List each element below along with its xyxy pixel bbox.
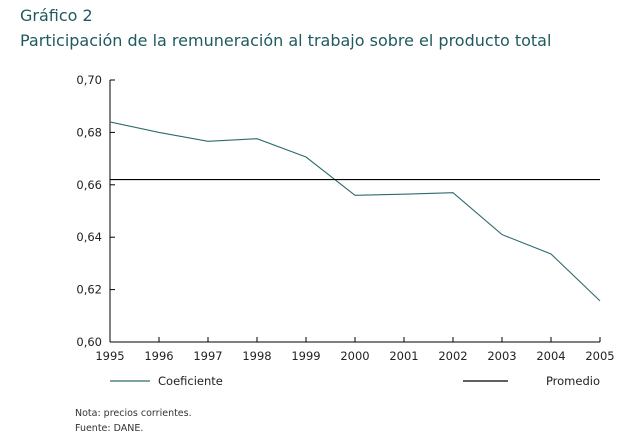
y-tick-label: 0,60 — [76, 335, 102, 349]
y-tick-label: 0,70 — [76, 73, 102, 87]
x-tick-label: 2000 — [340, 349, 369, 363]
x-tick-label: 1999 — [291, 349, 320, 363]
x-tick-label: 1997 — [193, 349, 222, 363]
y-tick-label: 0,68 — [76, 125, 102, 139]
x-tick-label: 1996 — [144, 349, 173, 363]
x-tick-label: 2005 — [585, 349, 614, 363]
legend-label: Promedio — [546, 374, 600, 388]
chart-title: Participación de la remuneración al trab… — [20, 31, 552, 50]
x-tick-label: 2001 — [389, 349, 418, 363]
series-line-coeficiente — [109, 121, 601, 302]
x-tick-label: 2004 — [536, 349, 565, 363]
x-tick-label: 2003 — [487, 349, 516, 363]
y-tick-label: 0,64 — [76, 230, 102, 244]
y-tick-label: 0,66 — [76, 178, 102, 192]
source-text: Fuente: DANE. — [75, 423, 144, 434]
x-tick-label: 1998 — [242, 349, 271, 363]
figure-label: Gráfico 2 — [20, 6, 93, 25]
note-text: Nota: precios corrientes. — [75, 408, 192, 419]
legend-label: Coeficiente — [158, 374, 223, 388]
x-tick-label: 1995 — [95, 349, 124, 363]
x-tick-label: 2002 — [438, 349, 467, 363]
y-tick-label: 0,62 — [76, 283, 102, 297]
